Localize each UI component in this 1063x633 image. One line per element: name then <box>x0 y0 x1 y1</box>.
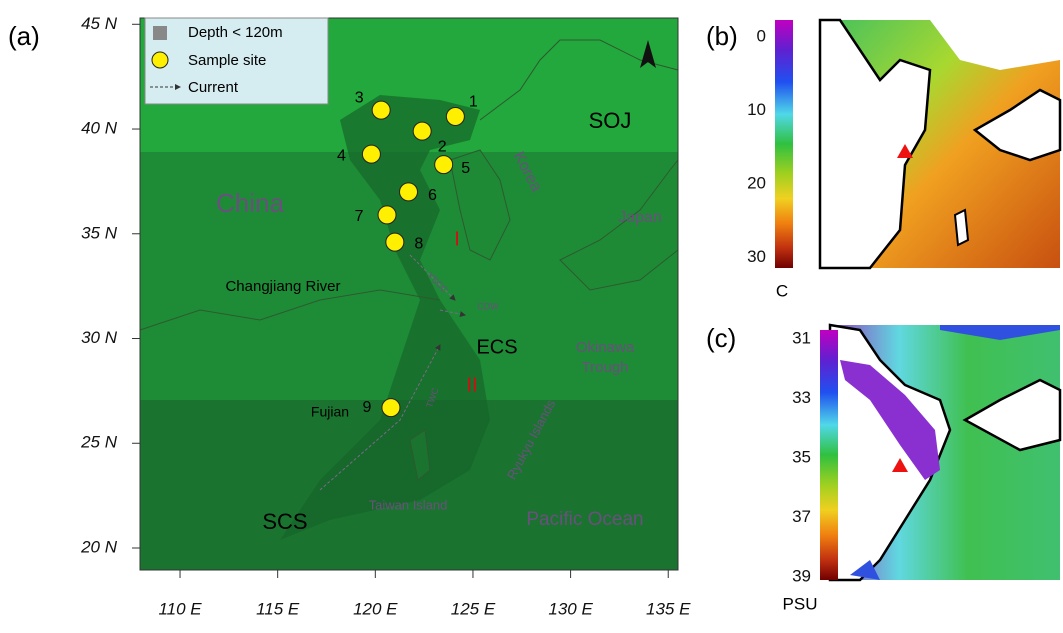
y-tick-label: 45 N <box>81 14 118 33</box>
colorbar-tick-label: 39 <box>792 567 811 586</box>
current-arrow <box>409 254 456 301</box>
colorbar <box>820 330 838 580</box>
x-tick-label: 130 E <box>548 599 593 618</box>
sample-site <box>385 232 405 252</box>
current-arrow <box>319 344 441 491</box>
x-tick-label: 120 E <box>353 599 398 618</box>
place-label: Okinawa <box>576 339 635 356</box>
zone-label: I <box>454 228 460 250</box>
place-label: Taiwan Island <box>369 497 448 512</box>
north-arrow <box>640 40 656 68</box>
place-label: ECS <box>476 336 517 358</box>
colorbar <box>775 20 793 268</box>
colorbar-tick-label: 31 <box>792 328 811 347</box>
y-tick-label: 30 N <box>81 328 118 347</box>
place-label: SOJ <box>589 108 632 133</box>
legend-label: Depth < 120m <box>188 24 283 41</box>
y-tick-label: 40 N <box>81 119 118 138</box>
site-label: 3 <box>355 89 364 106</box>
sample-site <box>434 155 454 175</box>
legend-depth-swatch <box>153 26 167 40</box>
y-tick-label: 35 N <box>81 223 118 242</box>
colorbar-tick-label: 30 <box>747 247 766 266</box>
place-label: Japan <box>618 209 662 226</box>
colorbar-tick-label: 10 <box>747 100 766 119</box>
site-label: 7 <box>355 208 364 225</box>
sample-site <box>377 205 397 225</box>
sample-site <box>445 106 465 126</box>
site-label: 9 <box>362 399 371 416</box>
sample-site <box>412 121 432 141</box>
panel-label: (b) <box>706 21 738 51</box>
colorbar-unit: C <box>776 281 788 300</box>
legend-site-swatch <box>151 51 169 69</box>
x-tick-label: 135 E <box>646 599 691 618</box>
site-label: 8 <box>414 235 423 252</box>
colorbar-tick-label: 33 <box>792 388 811 407</box>
sample-site <box>371 100 391 120</box>
colorbar-tick-label: 35 <box>792 447 811 466</box>
legend-label: Current <box>188 79 239 96</box>
site-label: 6 <box>428 187 437 204</box>
panel-label: (a) <box>8 21 40 51</box>
sample-site <box>399 182 419 202</box>
legend-label: Sample site <box>188 52 266 69</box>
site-label: 4 <box>337 147 346 164</box>
current-arrow <box>439 309 466 317</box>
colorbar-tick-label: 0 <box>757 26 766 45</box>
x-tick-label: 125 E <box>451 599 496 618</box>
y-tick-label: 20 N <box>80 537 118 556</box>
currents <box>319 254 466 491</box>
x-tick-label: 110 E <box>158 599 202 618</box>
place-label: Trough <box>582 359 629 376</box>
colorbar-unit: PSU <box>783 594 818 613</box>
panel-label: (c) <box>706 323 736 353</box>
place-label: SCS <box>262 509 307 534</box>
zone-label: II <box>466 374 477 396</box>
site-label: 1 <box>469 94 478 111</box>
legend: Depth < 120m Sample site Current <box>144 17 329 105</box>
map-c <box>820 323 1062 582</box>
place-label: Pacific Ocean <box>526 509 643 530</box>
site-label: 5 <box>461 160 470 177</box>
site-label: 2 <box>438 138 447 155</box>
x-tick-label: 115 E <box>256 599 300 618</box>
y-tick-label: 25 N <box>80 433 118 452</box>
map-b <box>775 18 1062 270</box>
place-label: Changjiang River <box>225 278 340 295</box>
sample-site <box>361 144 381 164</box>
colorbar-tick-label: 37 <box>792 507 811 526</box>
place-label: China <box>216 188 284 218</box>
sample-site <box>381 398 401 418</box>
current-label: CDW <box>477 301 499 311</box>
colorbar-tick-label: 20 <box>747 174 766 193</box>
place-label: Fujian <box>311 404 349 420</box>
